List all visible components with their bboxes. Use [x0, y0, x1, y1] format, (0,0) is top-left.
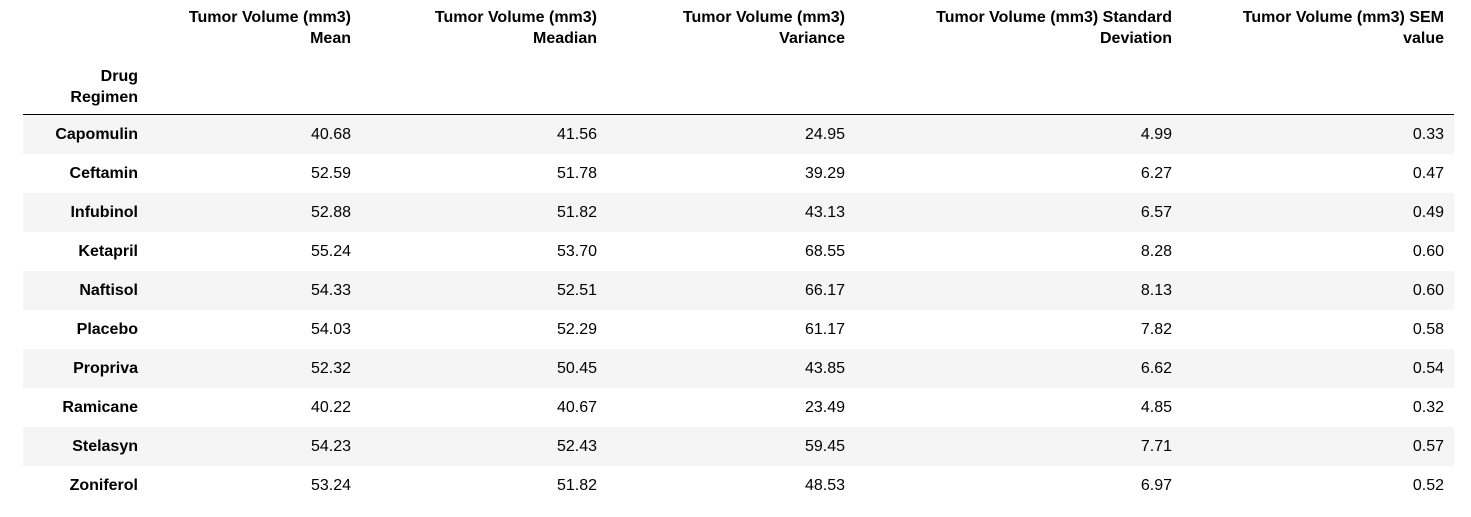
table-header: Tumor Volume (mm3) Mean Tumor Volume (mm3… — [23, 0, 1454, 115]
table-row: Capomulin 40.68 41.56 24.95 4.99 0.33 — [23, 114, 1454, 154]
table-cell: 8.28 — [1140, 243, 1172, 260]
table-cell: 0.58 — [1412, 321, 1444, 338]
table-cell: 61.17 — [804, 321, 845, 338]
row-label: Placebo — [76, 321, 138, 338]
table-row: Infubinol 52.88 51.82 43.13 6.57 0.49 — [23, 193, 1454, 232]
table-row: Ketapril 55.24 53.70 68.55 8.28 0.60 — [23, 232, 1454, 271]
table-cell: 40.22 — [310, 399, 351, 416]
table-cell: 6.57 — [1140, 204, 1172, 221]
table-cell: 52.51 — [556, 282, 597, 299]
table-cell: 0.32 — [1412, 399, 1444, 416]
row-label: Zoniferol — [69, 477, 138, 494]
row-label: Naftisol — [79, 282, 138, 299]
dataframe-container: Tumor Volume (mm3) Mean Tumor Volume (mm3… — [23, 0, 1454, 505]
table-cell: 0.60 — [1412, 243, 1444, 260]
table-cell: 50.45 — [556, 360, 597, 377]
table-cell: 48.53 — [804, 477, 845, 494]
summary-statistics-table: Tumor Volume (mm3) Mean Tumor Volume (mm3… — [23, 0, 1454, 505]
index-name-row: Drug Regimen — [23, 55, 1454, 115]
table-cell: 39.29 — [804, 165, 845, 182]
row-label: Capomulin — [55, 126, 138, 143]
table-body: Capomulin 40.68 41.56 24.95 4.99 0.33 Ceftamin… — [23, 114, 1454, 505]
table-cell: 54.33 — [310, 282, 351, 299]
table-cell: 41.56 — [556, 126, 597, 143]
table-cell: 4.85 — [1140, 399, 1172, 416]
table-cell: 0.33 — [1412, 126, 1444, 143]
table-cell: 66.17 — [804, 282, 845, 299]
table-cell: 51.78 — [556, 165, 597, 182]
table-row: Ramicane 40.22 40.67 23.49 4.85 0.32 — [23, 388, 1454, 427]
table-cell: 23.49 — [804, 399, 845, 416]
table-cell: 7.71 — [1140, 438, 1172, 455]
table-cell: 51.82 — [556, 204, 597, 221]
table-cell: 52.32 — [310, 360, 351, 377]
column-header-variance: Tumor Volume (mm3) Variance — [682, 9, 845, 47]
row-label: Ceftamin — [69, 165, 138, 182]
table-cell: 40.67 — [556, 399, 597, 416]
table-cell: 54.23 — [310, 438, 351, 455]
table-row: Stelasyn 54.23 52.43 59.45 7.71 0.57 — [23, 427, 1454, 466]
table-cell: 51.82 — [556, 477, 597, 494]
row-label: Ketapril — [78, 243, 138, 260]
column-header-row: Tumor Volume (mm3) Mean Tumor Volume (mm3… — [23, 0, 1454, 55]
table-cell: 55.24 — [310, 243, 351, 260]
index-name-header: Drug Regimen — [23, 55, 148, 115]
table-row: Ceftamin 52.59 51.78 39.29 6.27 0.47 — [23, 154, 1454, 193]
table-cell: 43.13 — [804, 204, 845, 221]
table-cell: 0.54 — [1412, 360, 1444, 377]
table-cell: 8.13 — [1140, 282, 1172, 299]
corner-cell — [23, 0, 148, 55]
table-cell: 59.45 — [804, 438, 845, 455]
table-cell: 0.49 — [1412, 204, 1444, 221]
table-cell: 7.82 — [1140, 321, 1172, 338]
table-cell: 54.03 — [310, 321, 351, 338]
table-cell: 6.62 — [1140, 360, 1172, 377]
table-cell: 53.24 — [310, 477, 351, 494]
table-cell: 0.60 — [1412, 282, 1444, 299]
table-cell: 68.55 — [804, 243, 845, 260]
table-cell: 43.85 — [804, 360, 845, 377]
table-cell: 52.29 — [556, 321, 597, 338]
table-cell: 6.27 — [1140, 165, 1172, 182]
table-cell: 6.97 — [1140, 477, 1172, 494]
table-row: Propriva 52.32 50.45 43.85 6.62 0.54 — [23, 349, 1454, 388]
table-row: Zoniferol 53.24 51.82 48.53 6.97 0.52 — [23, 466, 1454, 505]
table-cell: 52.59 — [310, 165, 351, 182]
table-cell: 24.95 — [804, 126, 845, 143]
row-label: Propriva — [73, 360, 138, 377]
table-cell: 53.70 — [556, 243, 597, 260]
table-cell: 0.52 — [1412, 477, 1444, 494]
table-cell: 52.43 — [556, 438, 597, 455]
column-header-mean: Tumor Volume (mm3) Mean — [188, 9, 351, 47]
column-header-std-dev: Tumor Volume (mm3) Standard Deviation — [936, 9, 1172, 47]
table-cell: 4.99 — [1140, 126, 1172, 143]
row-label: Infubinol — [70, 204, 138, 221]
table-cell: 52.88 — [310, 204, 351, 221]
row-label: Stelasyn — [72, 438, 138, 455]
table-cell: 0.57 — [1412, 438, 1444, 455]
table-cell: 0.47 — [1412, 165, 1444, 182]
table-row: Naftisol 54.33 52.51 66.17 8.13 0.60 — [23, 271, 1454, 310]
column-header-median: Tumor Volume (mm3) Meadian — [434, 9, 597, 47]
table-row: Placebo 54.03 52.29 61.17 7.82 0.58 — [23, 310, 1454, 349]
column-header-sem: Tumor Volume (mm3) SEM value — [1242, 9, 1444, 47]
row-label: Ramicane — [62, 399, 138, 416]
table-cell: 40.68 — [310, 126, 351, 143]
